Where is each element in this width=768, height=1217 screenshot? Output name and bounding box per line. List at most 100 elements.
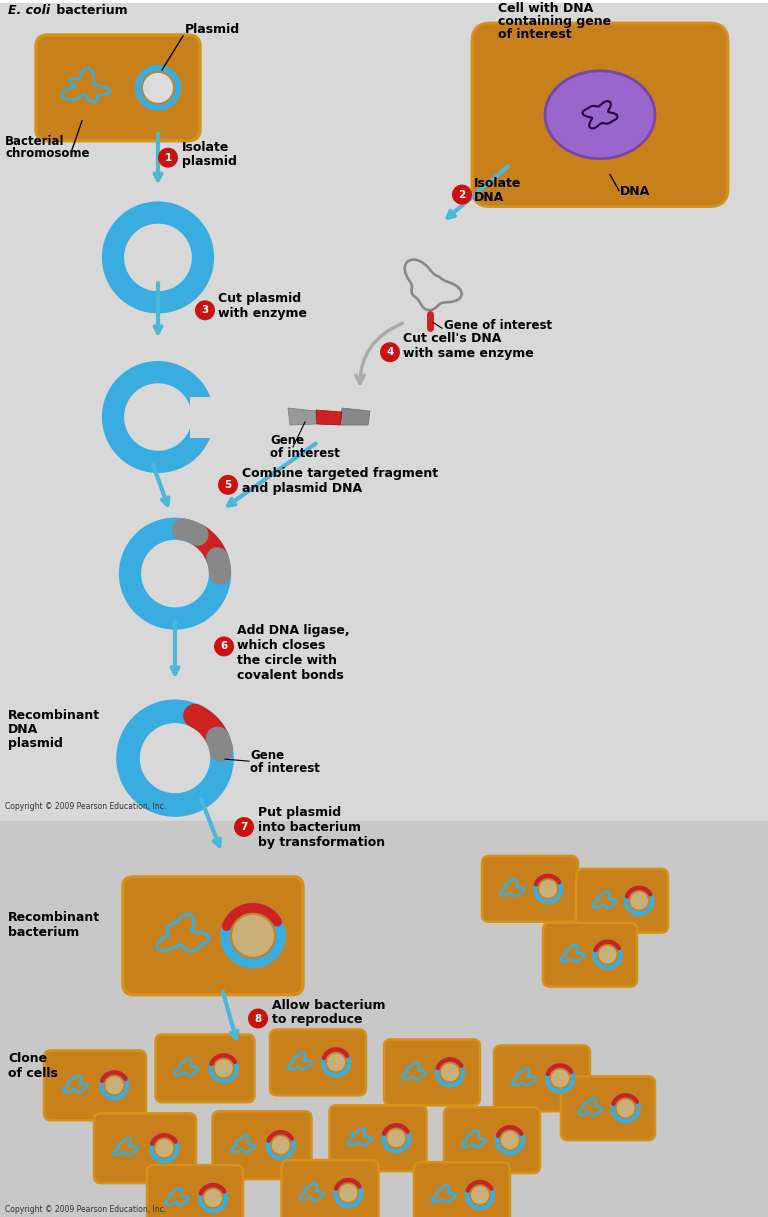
Circle shape <box>539 880 557 898</box>
FancyBboxPatch shape <box>213 1111 312 1179</box>
Circle shape <box>123 223 193 292</box>
Text: Recombinant: Recombinant <box>8 710 100 722</box>
Circle shape <box>471 1187 489 1204</box>
Text: Isolate: Isolate <box>182 141 230 153</box>
Text: 3: 3 <box>201 305 209 315</box>
FancyBboxPatch shape <box>472 23 728 207</box>
Circle shape <box>387 1129 406 1148</box>
Text: 5: 5 <box>224 479 232 490</box>
Text: DNA: DNA <box>620 185 650 197</box>
FancyBboxPatch shape <box>329 1105 426 1171</box>
Circle shape <box>272 1137 290 1154</box>
Text: Clone: Clone <box>8 1053 47 1065</box>
Text: Cut plasmid: Cut plasmid <box>218 292 301 305</box>
Text: Combine targeted fragment: Combine targeted fragment <box>242 467 438 479</box>
Text: Allow bacterium: Allow bacterium <box>272 998 386 1011</box>
Circle shape <box>598 946 617 964</box>
Circle shape <box>327 1054 345 1071</box>
Text: Cell with DNA: Cell with DNA <box>498 2 593 15</box>
Text: 1: 1 <box>164 152 171 163</box>
Circle shape <box>501 1132 519 1149</box>
Text: 4: 4 <box>386 347 394 357</box>
FancyBboxPatch shape <box>44 1050 146 1120</box>
Circle shape <box>123 382 193 452</box>
Text: containing gene: containing gene <box>498 15 611 28</box>
Text: of interest: of interest <box>250 762 320 775</box>
Text: chromosome: chromosome <box>5 147 90 159</box>
Circle shape <box>232 915 274 957</box>
Text: into bacterium: into bacterium <box>258 821 361 834</box>
Text: with same enzyme: with same enzyme <box>403 347 534 360</box>
Text: Gene of interest: Gene of interest <box>444 319 552 332</box>
Circle shape <box>204 1189 222 1207</box>
Text: bacterium: bacterium <box>52 4 127 17</box>
FancyBboxPatch shape <box>384 1039 480 1105</box>
Text: Recombinant: Recombinant <box>8 910 100 924</box>
Text: DNA: DNA <box>8 723 38 736</box>
FancyBboxPatch shape <box>270 1030 366 1095</box>
FancyBboxPatch shape <box>494 1045 590 1111</box>
Text: DNA: DNA <box>474 191 505 203</box>
Circle shape <box>155 1139 174 1157</box>
FancyBboxPatch shape <box>414 1162 510 1217</box>
Circle shape <box>551 1070 569 1087</box>
Text: to reproduce: to reproduce <box>272 1014 362 1026</box>
FancyBboxPatch shape <box>123 877 303 994</box>
Text: Put plasmid: Put plasmid <box>258 806 341 819</box>
Text: of interest: of interest <box>270 447 340 460</box>
Polygon shape <box>288 408 317 425</box>
Circle shape <box>143 73 173 102</box>
Circle shape <box>158 147 178 168</box>
FancyBboxPatch shape <box>482 856 578 921</box>
Text: by transformation: by transformation <box>258 836 385 849</box>
Text: E. coli: E. coli <box>8 4 50 17</box>
Text: plasmid: plasmid <box>8 738 63 750</box>
Circle shape <box>617 1099 634 1117</box>
Circle shape <box>195 301 215 320</box>
FancyBboxPatch shape <box>36 35 200 141</box>
FancyBboxPatch shape <box>147 1165 243 1217</box>
Circle shape <box>339 1184 357 1202</box>
Text: with enzyme: with enzyme <box>218 307 307 320</box>
FancyBboxPatch shape <box>282 1160 379 1217</box>
Text: 2: 2 <box>458 190 465 200</box>
Bar <box>0 4 768 821</box>
Circle shape <box>218 475 238 495</box>
FancyBboxPatch shape <box>444 1107 540 1173</box>
Text: the circle with: the circle with <box>237 655 337 667</box>
Text: Cut cell's DNA: Cut cell's DNA <box>403 332 502 346</box>
Polygon shape <box>316 410 342 425</box>
Ellipse shape <box>545 71 655 158</box>
Text: Plasmid: Plasmid <box>185 23 240 37</box>
Circle shape <box>234 817 254 837</box>
Text: 7: 7 <box>240 821 248 832</box>
Text: plasmid: plasmid <box>182 155 237 168</box>
Text: and plasmid DNA: and plasmid DNA <box>242 482 362 495</box>
Text: Gene: Gene <box>250 750 284 762</box>
Text: Add DNA ligase,: Add DNA ligase, <box>237 624 349 638</box>
Text: bacterium: bacterium <box>8 926 79 938</box>
Text: which closes: which closes <box>237 639 326 652</box>
Text: Copyright © 2009 Pearson Education, Inc.: Copyright © 2009 Pearson Education, Inc. <box>5 1205 166 1215</box>
Polygon shape <box>340 408 370 425</box>
Circle shape <box>105 1076 124 1094</box>
Text: Bacterial: Bacterial <box>5 135 65 147</box>
Circle shape <box>380 342 400 363</box>
Text: 8: 8 <box>254 1014 262 1023</box>
FancyBboxPatch shape <box>94 1114 196 1183</box>
Circle shape <box>214 636 234 656</box>
Text: of cells: of cells <box>8 1067 58 1081</box>
Text: Gene: Gene <box>270 434 304 447</box>
FancyBboxPatch shape <box>576 869 668 932</box>
Circle shape <box>452 185 472 204</box>
Text: covalent bonds: covalent bonds <box>237 669 344 683</box>
Bar <box>0 821 768 1217</box>
Text: 6: 6 <box>220 641 227 651</box>
Circle shape <box>631 892 648 910</box>
Text: Copyright © 2009 Pearson Education, Inc.: Copyright © 2009 Pearson Education, Inc. <box>5 802 166 811</box>
Text: of interest: of interest <box>498 28 571 41</box>
FancyBboxPatch shape <box>561 1076 655 1140</box>
Circle shape <box>215 1060 233 1077</box>
Circle shape <box>139 722 211 793</box>
Text: Isolate: Isolate <box>474 176 521 190</box>
